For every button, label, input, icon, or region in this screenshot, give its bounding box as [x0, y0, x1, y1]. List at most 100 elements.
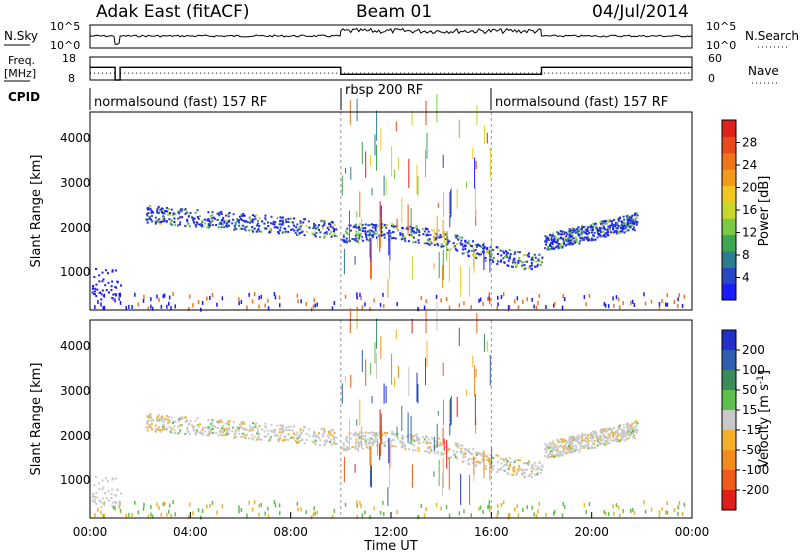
scatter-point: [146, 426, 149, 429]
scatter-point: [548, 451, 551, 454]
scatter-point: [98, 291, 101, 294]
scatter-point: [333, 234, 336, 237]
scatter-point: [220, 221, 223, 224]
scatter-point: [305, 432, 308, 435]
scatter-point: [282, 231, 285, 234]
scatter-point: [252, 214, 254, 217]
scatter-point: [342, 234, 345, 237]
scatter-point: [297, 441, 300, 444]
scatter-point: [168, 503, 171, 508]
scatter-point: [250, 220, 253, 223]
scatter-point: [521, 473, 524, 476]
scatter-point: [285, 428, 288, 431]
scatter-point: [327, 225, 330, 228]
scatter-point: [634, 428, 637, 431]
scatter-point: [91, 287, 94, 290]
scatter-point: [119, 293, 122, 296]
scatter-point: [316, 510, 318, 515]
scatter-point: [392, 231, 395, 233]
scatter-point: [514, 251, 517, 254]
scatter-point: [551, 235, 553, 238]
scatter-point: [417, 239, 420, 242]
scatter-point: [401, 440, 404, 443]
scatter-point: [348, 240, 351, 243]
scatter-point: [375, 431, 377, 434]
scatter-point: [110, 285, 113, 288]
scatter-point: [211, 419, 214, 422]
scatter-point: [170, 306, 172, 311]
scatter-point: [631, 422, 634, 425]
scatter-point: [603, 234, 606, 236]
scatter-point: [232, 421, 235, 424]
scatter-point: [497, 260, 500, 263]
scatter-point: [194, 419, 197, 422]
scatter-point: [365, 444, 368, 447]
scatter-point: [476, 252, 479, 255]
scatter-point: [243, 422, 246, 425]
power-frame: [89, 111, 693, 311]
scatter-point: [274, 503, 277, 508]
scatter-point: [250, 428, 253, 431]
scatter-point: [585, 229, 588, 232]
scatter-point: [607, 304, 610, 309]
scatter-point: [299, 428, 302, 431]
scatter-point: [468, 457, 470, 460]
scatter-point: [243, 428, 246, 431]
scatter-point: [349, 224, 352, 227]
scatter-point: [323, 223, 326, 226]
scatter-point: [539, 264, 542, 267]
scatter-point: [475, 453, 478, 456]
scatter-point: [308, 434, 311, 437]
scatter-point: [272, 223, 275, 226]
scatter-point: [186, 419, 189, 422]
scatter-point: [256, 438, 259, 441]
scatter-point: [174, 304, 176, 309]
scatter-point: [633, 226, 635, 229]
scatter-point: [364, 438, 367, 441]
scatter-point: [613, 223, 616, 226]
scatter-point: [572, 435, 575, 438]
scatter-point: [556, 241, 559, 243]
scatter-point: [557, 441, 560, 444]
scatter-point: [407, 240, 410, 243]
scatter-point: [427, 442, 430, 445]
scatter-point: [489, 246, 492, 249]
scatter-point: [572, 229, 575, 232]
scatter-point: [111, 505, 114, 508]
scatter-point: [196, 417, 199, 420]
scatter-point: [404, 448, 407, 451]
scatter-point: [300, 432, 303, 434]
scatter-point: [236, 220, 239, 223]
scatter-point: [326, 232, 329, 235]
scatter-point: [572, 445, 575, 448]
scatter-point: [134, 500, 136, 505]
scatter-point: [603, 302, 606, 306]
scatter-point: [573, 241, 576, 244]
scatter-point: [281, 218, 284, 221]
scatter-point: [411, 434, 414, 437]
scatter-point: [276, 435, 279, 437]
scatter-point: [442, 249, 444, 281]
scatter-point: [170, 514, 172, 519]
scatter-point: [388, 437, 391, 440]
cpid-segment-2: rbsp 200 RF: [345, 83, 423, 98]
scatter-point: [573, 449, 576, 452]
scatter-point: [545, 243, 547, 246]
scatter-point: [364, 302, 366, 307]
scatter-point: [509, 253, 512, 256]
scatter-point: [474, 249, 477, 251]
scatter-point: [220, 421, 223, 424]
x-tick-label: 04:00: [173, 525, 208, 539]
scatter-point: [460, 243, 463, 246]
noise-right-tick-bottom: 10^0: [706, 39, 736, 52]
scatter-point: [365, 151, 367, 179]
scatter-point: [565, 235, 568, 238]
scatter-point: [148, 425, 151, 428]
scatter-point: [621, 429, 624, 432]
scatter-point: [177, 425, 180, 428]
scatter-point: [149, 413, 152, 416]
scatter-point: [614, 223, 617, 226]
scatter-point: [600, 432, 603, 435]
scatter-point: [260, 438, 263, 441]
scatter-point: [556, 239, 559, 242]
